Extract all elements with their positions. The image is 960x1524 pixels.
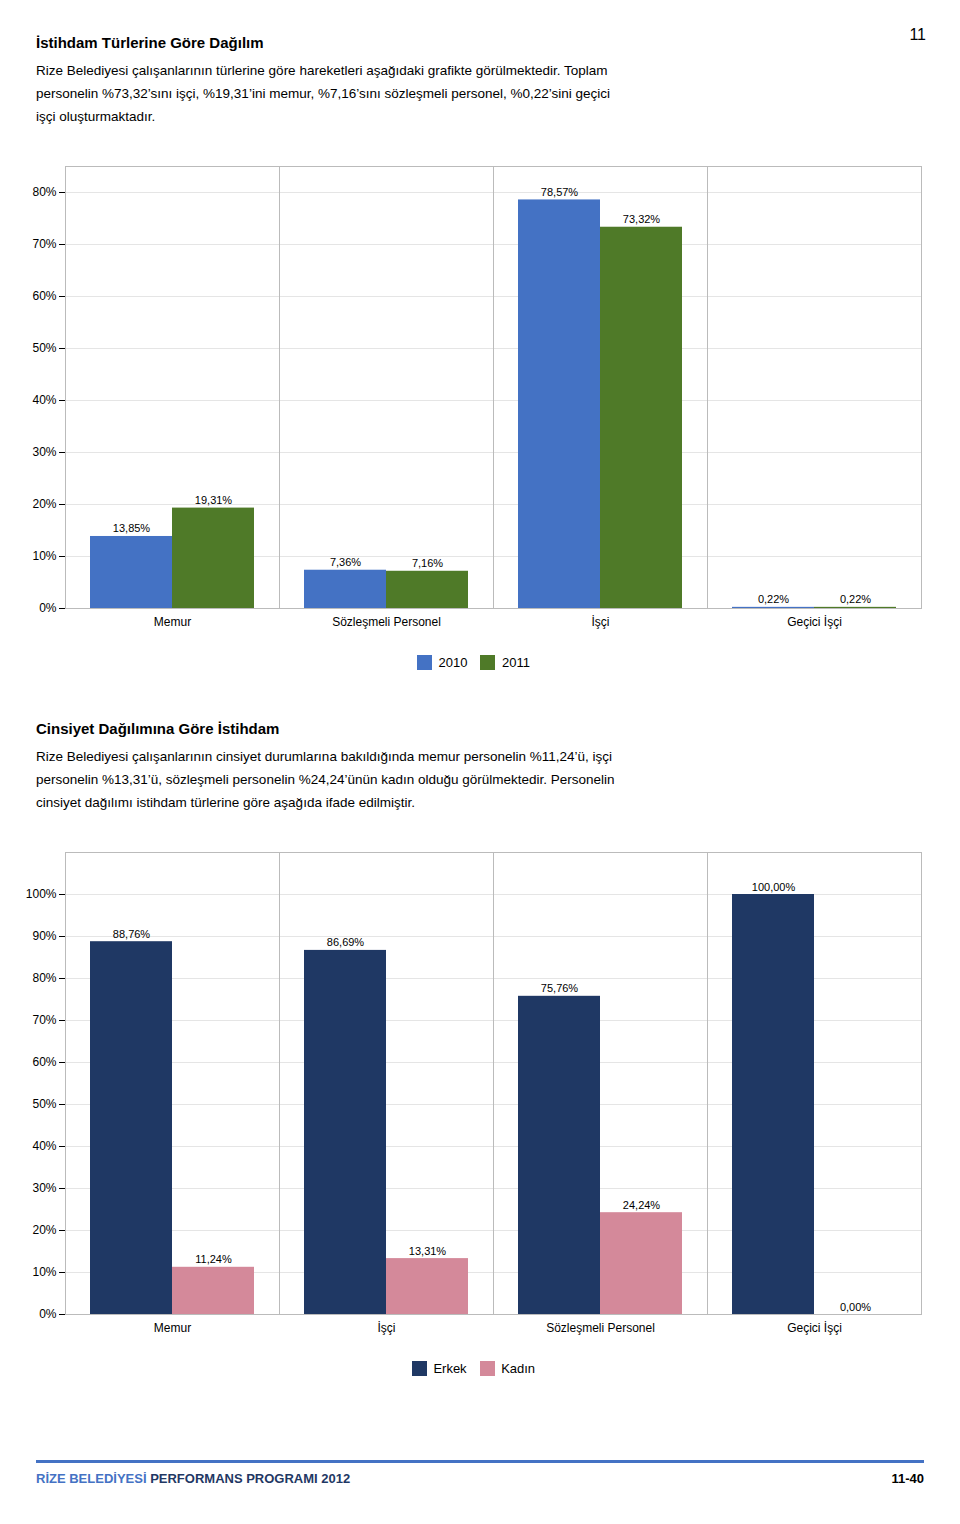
svg-text:30%: 30% bbox=[32, 1181, 56, 1195]
svg-text:80%: 80% bbox=[32, 185, 56, 199]
svg-text:Sözleşmeli Personel: Sözleşmeli Personel bbox=[332, 615, 441, 629]
svg-text:0,22%: 0,22% bbox=[758, 593, 789, 605]
html-text:Cinsiyet Dağılımına Göre İstih: Cinsiyet Dağılımına Göre İstihdam bbox=[36, 719, 280, 737]
svg-text:50%: 50% bbox=[32, 1097, 56, 1111]
svg-text:80%: 80% bbox=[32, 971, 56, 985]
html-text:personelin %73,32’sını işçi, %: personelin %73,32’sını işçi, %19,31’ini … bbox=[36, 86, 611, 101]
svg-text:0,00%: 0,00% bbox=[840, 1300, 871, 1312]
svg-text:50%: 50% bbox=[32, 341, 56, 355]
svg-text:75,76%: 75,76% bbox=[541, 982, 579, 994]
svg-text:0%: 0% bbox=[39, 1307, 57, 1321]
svg-text:100%: 100% bbox=[26, 887, 57, 901]
svg-text:70%: 70% bbox=[32, 237, 56, 251]
svg-text:88,76%: 88,76% bbox=[113, 927, 151, 939]
svg-text:30%: 30% bbox=[32, 445, 56, 459]
html-text:2010: 2010 bbox=[438, 655, 468, 670]
html-text:personelin %13,31’ü, sözleşmel: personelin %13,31’ü, sözleşmeli personel… bbox=[36, 771, 615, 787]
svg-text:11,24%: 11,24% bbox=[195, 1253, 232, 1265]
svg-text:78,57%: 78,57% bbox=[541, 186, 579, 198]
svg-text:40%: 40% bbox=[32, 1139, 56, 1153]
html-text:işçi oluşturmaktadır.: işçi oluşturmaktadır. bbox=[36, 109, 156, 124]
svg-text:Memur: Memur bbox=[154, 1321, 191, 1335]
svg-text:İşçi: İşçi bbox=[592, 615, 610, 629]
html-text:2011: 2011 bbox=[502, 655, 530, 670]
svg-text:0%: 0% bbox=[39, 601, 57, 615]
html-text:Kadın: Kadın bbox=[501, 1360, 536, 1376]
svg-text:İşçi: İşçi bbox=[378, 1321, 396, 1335]
svg-text:70%: 70% bbox=[32, 1013, 56, 1027]
svg-text:60%: 60% bbox=[32, 1055, 56, 1069]
html-text:Rize Belediyesi çalışanlarının: Rize Belediyesi çalışanlarının türlerine… bbox=[36, 63, 608, 78]
svg-text:24,24%: 24,24% bbox=[623, 1198, 661, 1210]
svg-text:10%: 10% bbox=[32, 1265, 56, 1279]
svg-text:86,69%: 86,69% bbox=[327, 936, 365, 948]
svg-text:10%: 10% bbox=[32, 549, 56, 563]
svg-text:40%: 40% bbox=[32, 393, 56, 407]
svg-text:90%: 90% bbox=[32, 929, 56, 943]
svg-text:Geçici İşçi: Geçici İşçi bbox=[787, 1321, 842, 1335]
svg-text:73,32%: 73,32% bbox=[623, 213, 661, 225]
html-text:RİZE BELEDİYESİ PERFORMANS PRO: RİZE BELEDİYESİ PERFORMANS PROGRAMI 2012 bbox=[36, 1471, 351, 1486]
svg-text:0,22%: 0,22% bbox=[840, 593, 871, 605]
svg-text:Geçici İşçi: Geçici İşçi bbox=[787, 615, 842, 629]
html-text:11-40: 11-40 bbox=[891, 1471, 924, 1486]
html-text:İstihdam Türlerine Göre Dağılı: İstihdam Türlerine Göre Dağılım bbox=[36, 34, 264, 51]
html-text:11: 11 bbox=[909, 26, 926, 43]
svg-text:100,00%: 100,00% bbox=[752, 880, 796, 892]
svg-text:60%: 60% bbox=[32, 289, 56, 303]
html-text:Erkek: Erkek bbox=[433, 1360, 467, 1376]
svg-text:20%: 20% bbox=[32, 497, 56, 511]
svg-text:20%: 20% bbox=[32, 1223, 56, 1237]
svg-text:7,36%: 7,36% bbox=[330, 556, 361, 568]
html-text:Rize Belediyesi çalışanlarının: Rize Belediyesi çalışanlarının cinsiyet … bbox=[36, 748, 612, 764]
svg-text:7,16%: 7,16% bbox=[412, 557, 443, 569]
html-text:cinsiyet dağılımı istihdam tür: cinsiyet dağılımı istihdam türlerine gör… bbox=[36, 794, 415, 810]
svg-text:Sözleşmeli Personel: Sözleşmeli Personel bbox=[546, 1321, 655, 1335]
svg-text:13,85%: 13,85% bbox=[113, 522, 151, 534]
svg-text:Memur: Memur bbox=[154, 615, 191, 629]
svg-text:13,31%: 13,31% bbox=[409, 1244, 447, 1256]
svg-text:19,31%: 19,31% bbox=[195, 494, 233, 506]
